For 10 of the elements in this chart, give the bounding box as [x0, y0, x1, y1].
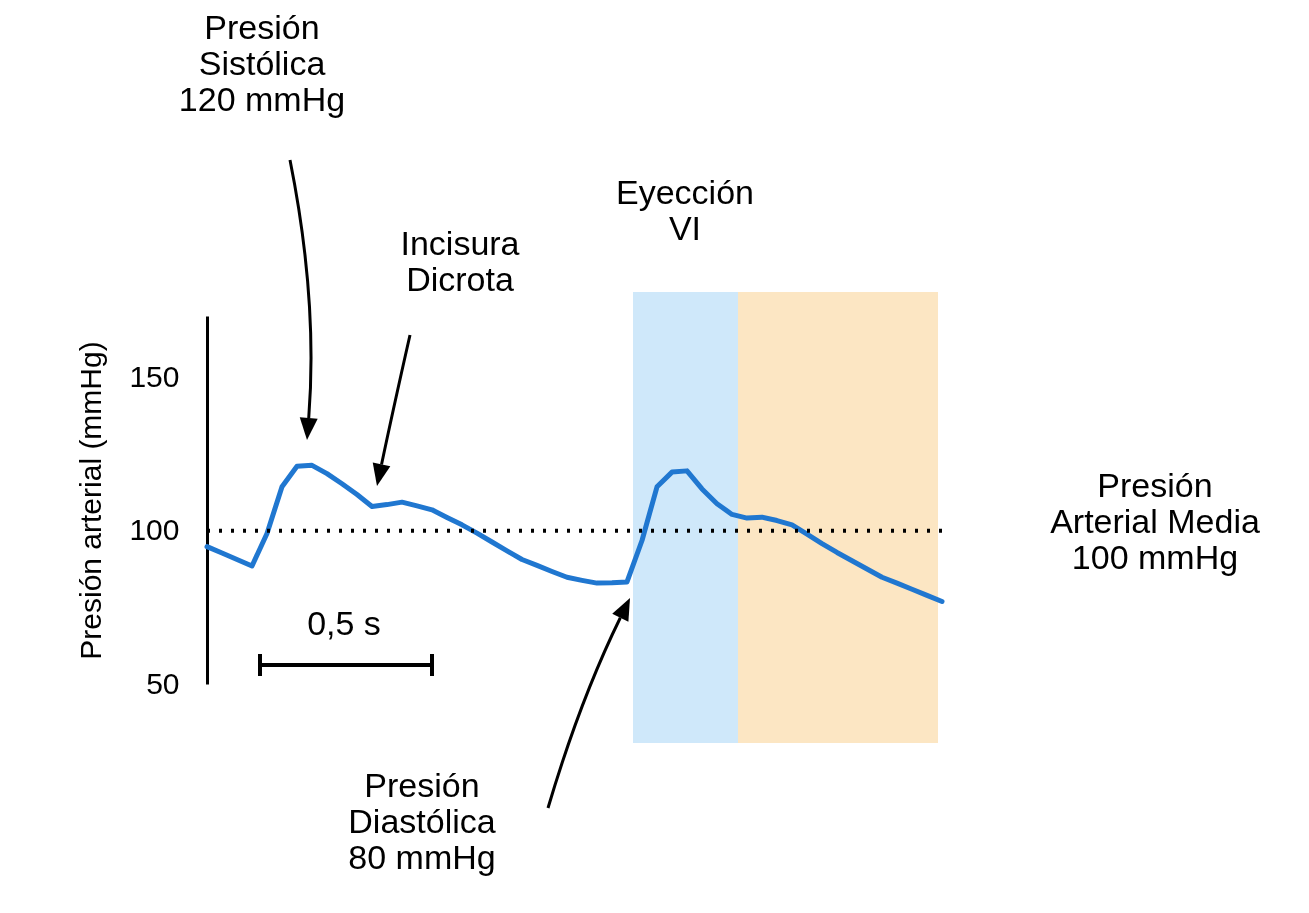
y-tick-label: 150: [129, 359, 180, 393]
text: Presión Diastólica 80 mmHg: [348, 766, 496, 876]
y-axis-title: Presión arterial (mmHg): [74, 341, 108, 660]
text: Incisura Dicrota: [400, 224, 520, 298]
text: Eyección VI: [616, 173, 754, 247]
annotation: 0,5 s: [307, 604, 381, 642]
text: Presión Sistólica 120 mmHg: [178, 8, 346, 118]
y-tick-label: 100: [129, 513, 180, 547]
y-tick-label: 50: [146, 666, 180, 700]
ref-line-label: Presión Arterial Media 100 mmHg: [1050, 466, 1260, 576]
